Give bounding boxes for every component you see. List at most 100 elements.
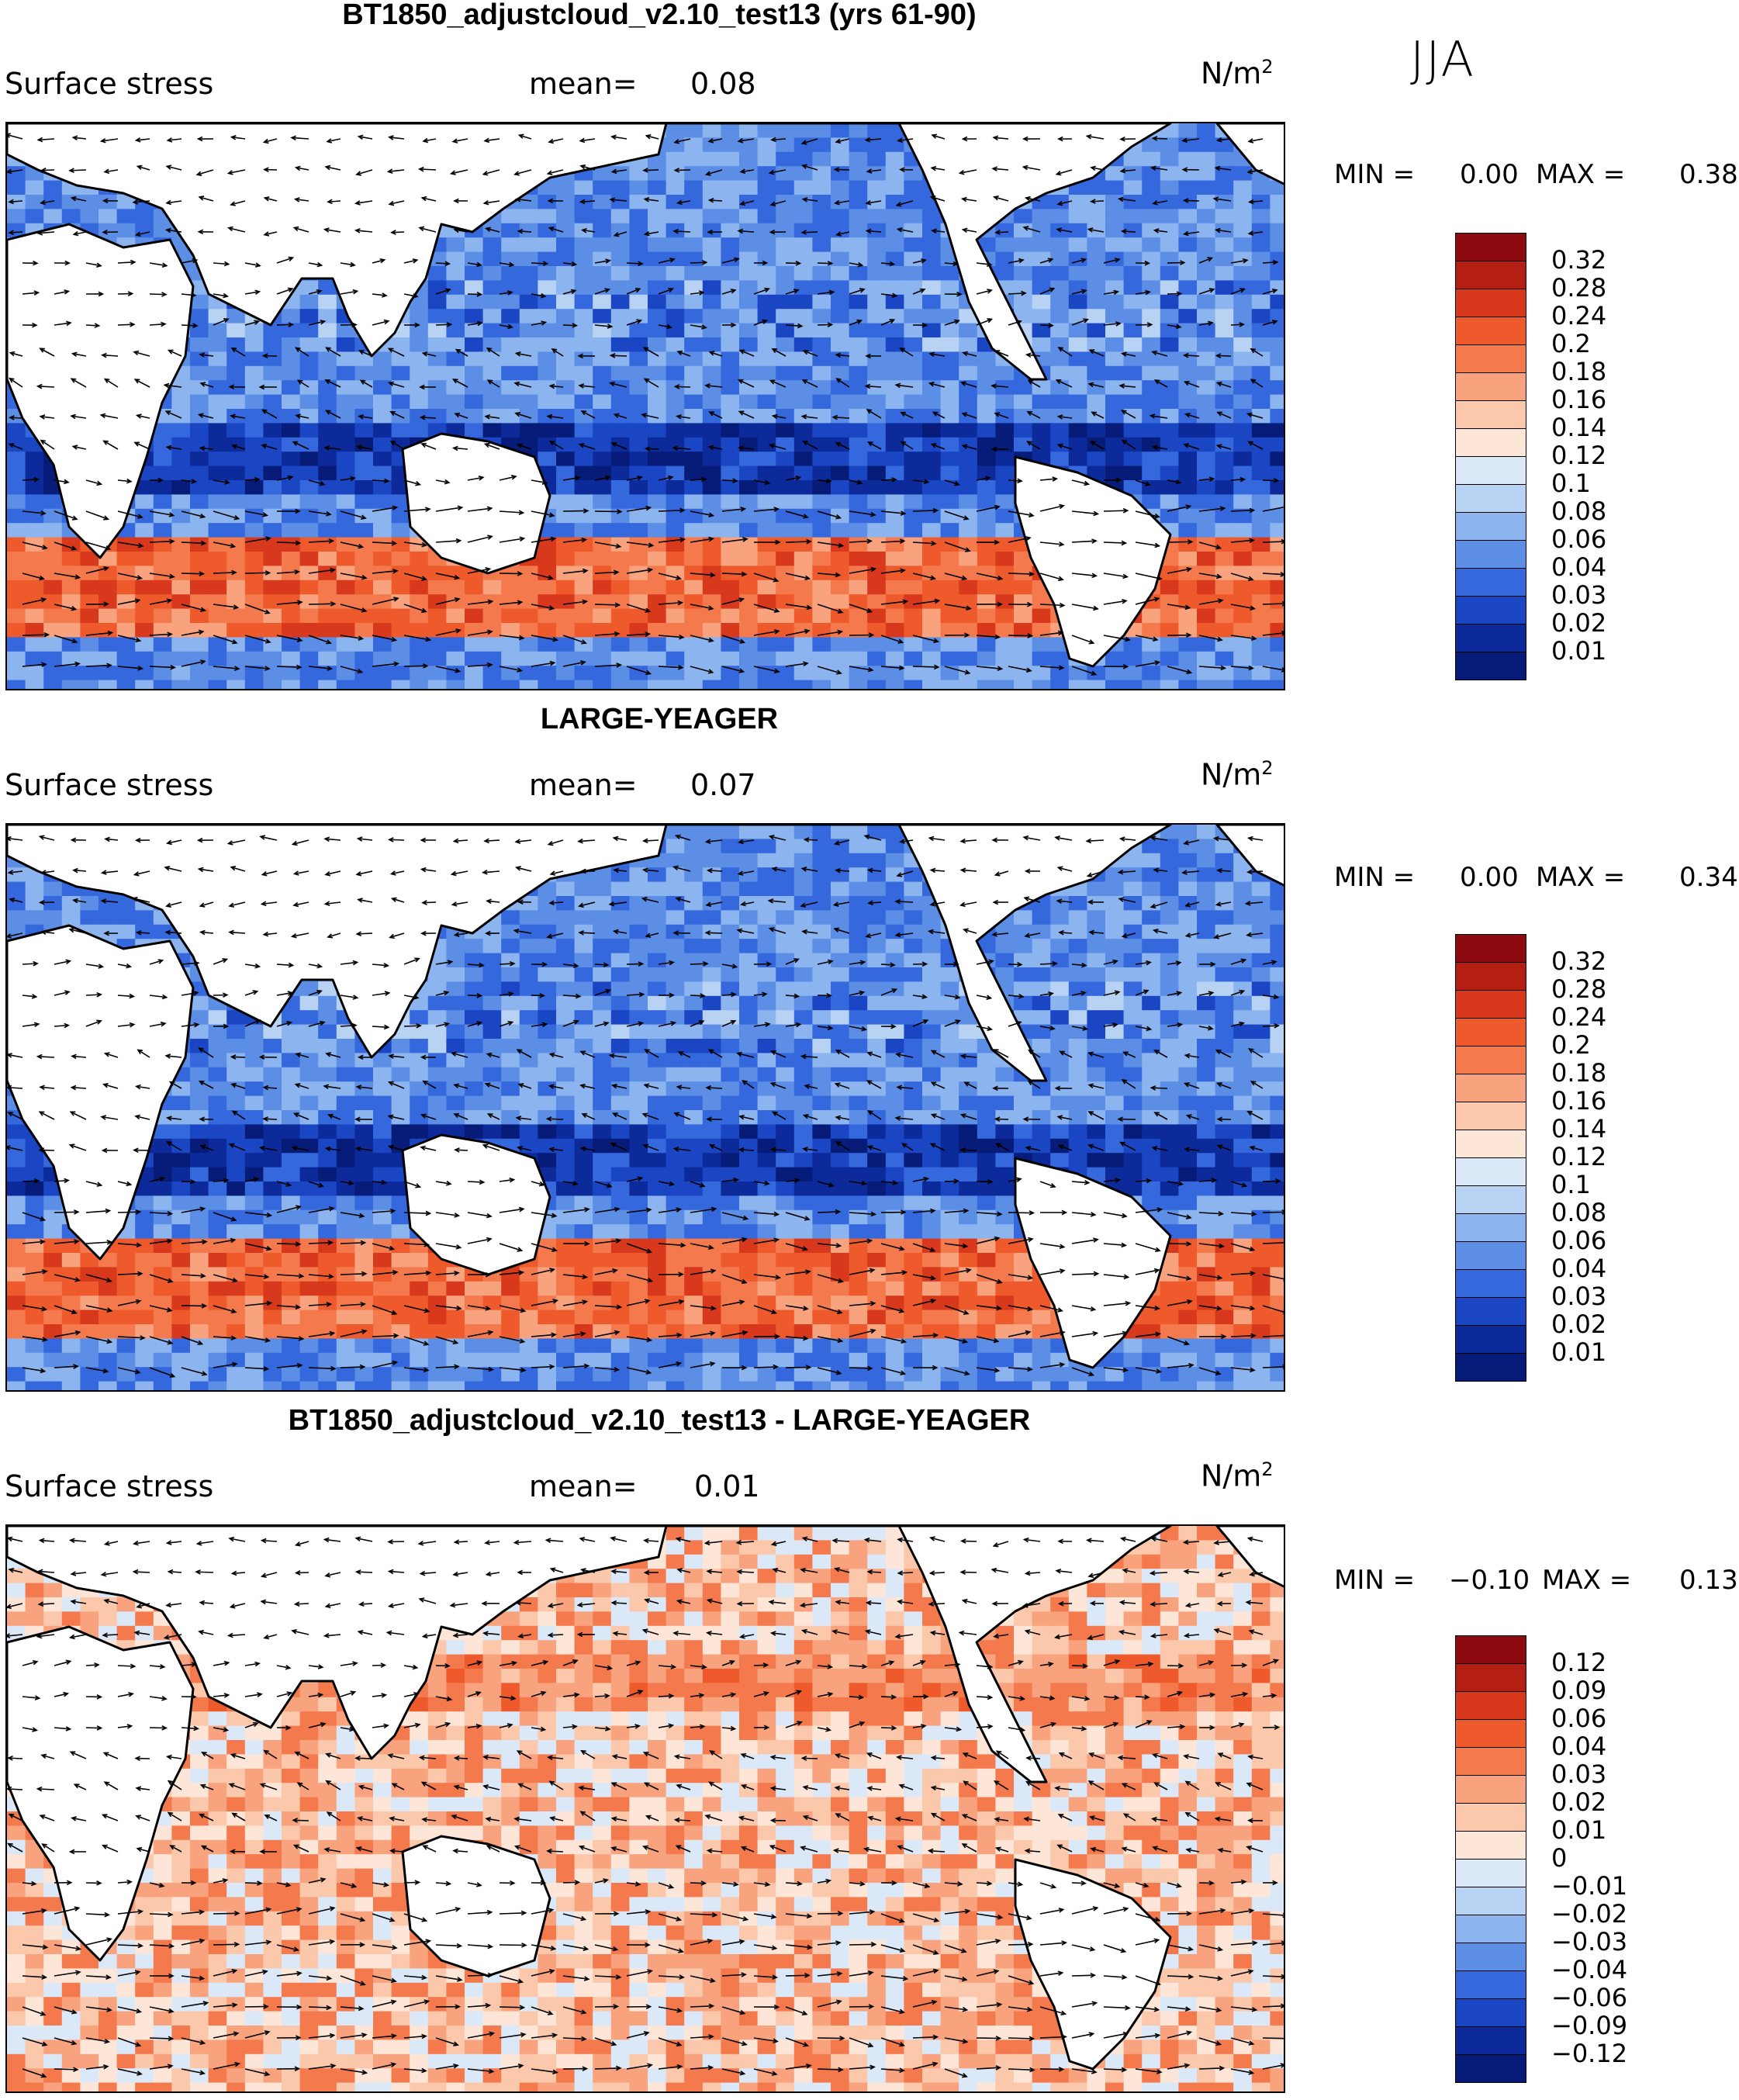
colorbar-tick-label: −0.01 (1551, 1871, 1628, 1901)
panel-2-field-svg (7, 825, 1284, 1390)
colorbar-swatch (1455, 1185, 1526, 1214)
colorbar-swatch (1455, 962, 1526, 991)
panel-2-max-label: MAX = (1536, 862, 1626, 893)
colorbar-tick-label: 0.03 (1551, 1759, 1607, 1789)
colorbar-tick-label: 0.1 (1551, 1170, 1591, 1199)
colorbar-tick-label: 0.24 (1551, 1002, 1607, 1032)
colorbar-tick-label: 0.06 (1551, 524, 1607, 554)
colorbar-swatch (1455, 1747, 1526, 1776)
colorbar-tick-label: 0.02 (1551, 608, 1607, 638)
panel-2-variable: Surface stress (5, 768, 214, 802)
colorbar-swatch (1455, 1691, 1526, 1720)
panel-1-max-label: MAX = (1536, 159, 1626, 190)
colorbar-tick-label: −0.12 (1551, 2039, 1628, 2068)
panel-3-mean-label: mean= (529, 1469, 638, 1503)
colorbar-tick-label: 0.04 (1551, 1254, 1607, 1283)
colorbar-tick-label: 0.06 (1551, 1226, 1607, 1255)
colorbar-swatch (1455, 1970, 1526, 1999)
panel-1-max-value: 0.38 (1679, 159, 1738, 190)
colorbar-tick-label: 0.02 (1551, 1309, 1607, 1339)
colorbar-swatch (1455, 1887, 1526, 1915)
colorbar-swatch (1455, 400, 1526, 429)
colorbar-swatch (1455, 2054, 1526, 2083)
panel-2-units-exponent: 2 (1261, 757, 1274, 779)
panel-1-units: N/m2 (1201, 56, 1274, 91)
colorbar-swatch (1455, 512, 1526, 541)
panel-1-map (5, 122, 1285, 690)
colorbar-tick-label: 0.24 (1551, 301, 1607, 330)
panel-3-units-exponent: 2 (1261, 1458, 1274, 1480)
colorbar-tick-label: 0.1 (1551, 469, 1591, 498)
panel-2-min-label: MIN = (1334, 862, 1416, 893)
colorbar-swatch (1455, 652, 1526, 680)
colorbar-swatch (1455, 1635, 1526, 1664)
colorbar-swatch (1455, 1803, 1526, 1832)
colorbar-tick-label: 0.14 (1551, 413, 1607, 442)
colorbar-tick-label: 0.04 (1551, 1732, 1607, 1761)
panel-1-units-base: N/m (1201, 56, 1262, 91)
panel-1-title: BT1850_adjustcloud_v2.10_test13 (yrs 61-… (342, 0, 977, 31)
colorbar-tick-label: 0.01 (1551, 1815, 1607, 1845)
panel-3-mean-value: 0.01 (694, 1469, 760, 1503)
panel-3-min-value: −0.10 (1449, 1565, 1530, 1596)
colorbar-tick-label: 0.28 (1551, 974, 1607, 1004)
colorbar-swatch (1455, 1325, 1526, 1354)
panel-1-mean-value: 0.08 (690, 67, 756, 101)
panel-3-variable: Surface stress (5, 1469, 214, 1503)
panel-2-mean-label: mean= (529, 768, 638, 802)
colorbar-tick-label: 0.14 (1551, 1114, 1607, 1143)
colorbar-swatch (1455, 372, 1526, 401)
colorbar-tick-label: 0.16 (1551, 385, 1607, 414)
colorbar-tick-label: 0.06 (1551, 1704, 1607, 1733)
colorbar-swatch (1455, 317, 1526, 345)
panel-1-units-exponent: 2 (1261, 56, 1274, 78)
panel-3-units-base: N/m (1201, 1458, 1262, 1493)
colorbar-swatch (1455, 428, 1526, 457)
panel-3-max-value: 0.13 (1679, 1565, 1738, 1596)
colorbar-swatch (1455, 1102, 1526, 1130)
colorbar-tick-label: 0.04 (1551, 552, 1607, 582)
colorbar-tick-label: 0.01 (1551, 636, 1607, 666)
colorbar-tick-label: 0.16 (1551, 1086, 1607, 1116)
panel-2-mean-value: 0.07 (690, 768, 756, 802)
colorbar-swatch (1455, 261, 1526, 289)
colorbar-swatch (1455, 1241, 1526, 1270)
panel-2-units: N/m2 (1201, 757, 1274, 792)
colorbar-tick-label: −0.06 (1551, 1983, 1628, 2012)
colorbar-tick-label: 0.09 (1551, 1676, 1607, 1705)
colorbar-swatch (1455, 344, 1526, 373)
colorbar-swatch (1455, 1915, 1526, 1943)
colorbar-swatch (1455, 1998, 1526, 2027)
colorbar-tick-label: −0.03 (1551, 1927, 1628, 1956)
colorbar-tick-label: 0.12 (1551, 1142, 1607, 1171)
colorbar-tick-label: 0.12 (1551, 441, 1607, 470)
colorbar-swatch (1455, 1663, 1526, 1692)
colorbar-swatch (1455, 1859, 1526, 1887)
panel-1-min-value: 0.00 (1460, 159, 1519, 190)
colorbar-tick-label: 0.08 (1551, 1198, 1607, 1227)
panel-3-title: BT1850_adjustcloud_v2.10_test13 - LARGE-… (288, 1404, 1031, 1437)
panel-1-mean-label: mean= (529, 67, 638, 101)
colorbar-tick-label: 0.03 (1551, 580, 1607, 610)
colorbar-tick-label: 0.18 (1551, 357, 1607, 386)
panel-1-min-label: MIN = (1334, 159, 1416, 190)
panel-3-min-label: MIN = (1334, 1565, 1416, 1596)
colorbar-tick-label: 0.2 (1551, 1030, 1591, 1060)
panel-2-max-value: 0.34 (1679, 862, 1738, 893)
colorbar-tick-label: −0.02 (1551, 1899, 1628, 1929)
colorbar-swatch (1455, 2026, 1526, 2055)
colorbar-swatch (1455, 990, 1526, 1019)
panel-3-max-label: MAX = (1542, 1565, 1632, 1596)
colorbar-swatch (1455, 1943, 1526, 1971)
colorbar-swatch (1455, 1213, 1526, 1242)
colorbar-tick-label: 0.18 (1551, 1058, 1607, 1088)
colorbar-swatch (1455, 1719, 1526, 1748)
colorbar-tick-label: −0.09 (1551, 2011, 1628, 2040)
colorbar-tick-label: 0.03 (1551, 1282, 1607, 1311)
colorbar-swatch (1455, 233, 1526, 261)
colorbar-swatch (1455, 934, 1526, 963)
panel-1-variable: Surface stress (5, 67, 214, 101)
colorbar-swatch (1455, 456, 1526, 485)
colorbar-swatch (1455, 596, 1526, 624)
panel-2-title: LARGE-YEAGER (540, 703, 779, 735)
